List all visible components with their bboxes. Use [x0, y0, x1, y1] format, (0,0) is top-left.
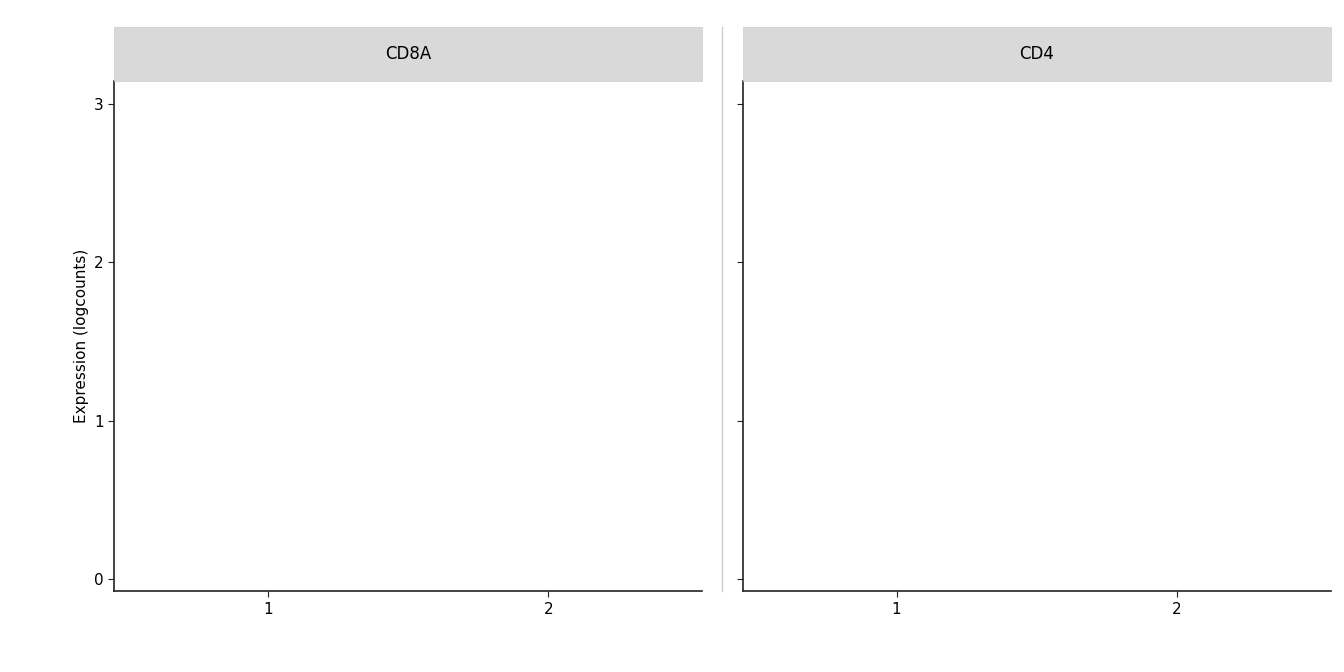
- Text: CD8A: CD8A: [386, 45, 431, 62]
- Text: CD4: CD4: [1019, 45, 1054, 62]
- Y-axis label: Expression (logcounts): Expression (logcounts): [74, 249, 89, 423]
